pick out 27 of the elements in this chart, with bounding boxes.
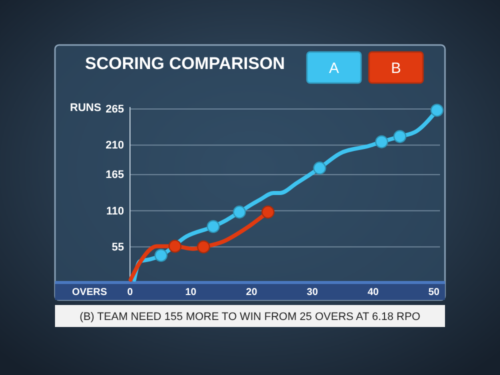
text: A xyxy=(328,60,340,77)
x-tick-label: 50 xyxy=(428,287,440,298)
x-tick-label: 10 xyxy=(185,287,197,298)
y-tick-label: 165 xyxy=(106,169,124,182)
x-tick-label: 40 xyxy=(368,287,380,298)
point xyxy=(375,135,388,148)
point xyxy=(206,220,220,234)
y-tick-label: 265 xyxy=(106,103,124,116)
point xyxy=(168,240,182,253)
point xyxy=(430,104,444,117)
y-axis-title: RUNS xyxy=(70,102,102,114)
point xyxy=(154,248,168,262)
x-tick-label: 30 xyxy=(306,287,318,298)
point xyxy=(261,206,274,219)
y-tick-label: 210 xyxy=(106,140,124,152)
x-axis-title: OVERS xyxy=(72,287,108,298)
x-tick-label: 20 xyxy=(246,287,258,298)
x-tick-label: 0 xyxy=(127,287,134,298)
point xyxy=(232,206,246,219)
y-tick-label: 55 xyxy=(112,241,124,254)
point xyxy=(393,130,406,144)
text: (B) TEAM NEED 155 MORE TO WIN FROM 25 OVERS AT 6.18 RPO xyxy=(80,311,421,323)
point xyxy=(197,240,210,254)
y-tick-label: 110 xyxy=(106,205,124,218)
text: B xyxy=(390,60,402,77)
chart-title: SCORING COMPARISON xyxy=(85,54,285,73)
point xyxy=(313,162,326,175)
